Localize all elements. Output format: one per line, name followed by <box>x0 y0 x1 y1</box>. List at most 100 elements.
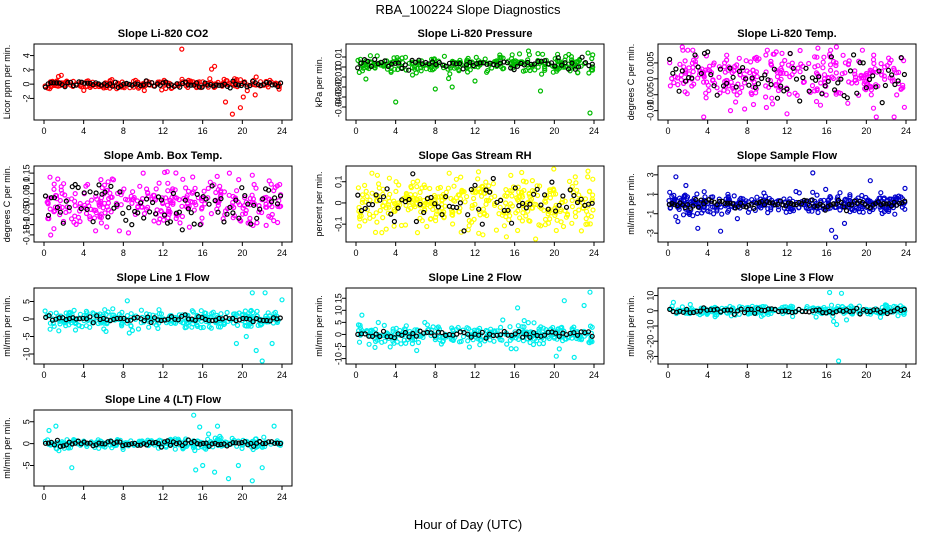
reference-point <box>812 77 819 83</box>
data-point <box>706 87 712 94</box>
data-point <box>546 335 552 342</box>
data-point <box>391 208 397 214</box>
reference-point <box>521 62 527 68</box>
data-point <box>768 58 774 65</box>
reference-point <box>421 209 427 216</box>
data-point <box>394 339 400 345</box>
y-tick-label: -3 <box>645 229 655 237</box>
reference-point <box>242 439 248 445</box>
reference-point <box>711 83 717 89</box>
reference-point <box>777 198 784 204</box>
data-point <box>507 188 513 194</box>
reference-point <box>680 309 686 315</box>
data-point <box>89 440 95 446</box>
x-tick-label: 24 <box>277 370 287 380</box>
reference-point <box>46 313 52 319</box>
data-point <box>503 234 509 240</box>
y-tick-label: -10 <box>333 352 343 365</box>
data-point <box>386 198 393 204</box>
y-tick-label: 0.15 <box>21 164 31 182</box>
reference-point <box>151 315 158 321</box>
data-point <box>779 61 785 67</box>
reference-point <box>530 330 537 336</box>
reference-point <box>454 204 460 211</box>
reference-point <box>666 56 673 63</box>
data-point <box>504 205 510 211</box>
reference-point <box>417 201 423 207</box>
reference-point <box>185 82 191 88</box>
data-point <box>124 197 131 203</box>
x-tick-label: 0 <box>353 248 358 258</box>
reference-point <box>816 74 822 80</box>
x-tick-label: 24 <box>589 248 599 258</box>
data-point <box>539 51 546 57</box>
data-point <box>531 320 537 326</box>
outlier-point <box>235 462 241 469</box>
reference-point <box>870 73 876 79</box>
reference-point <box>825 78 831 84</box>
data-point <box>408 205 414 211</box>
reference-point <box>514 63 521 69</box>
reference-point <box>230 78 236 84</box>
data-point <box>455 324 461 331</box>
data-point <box>369 190 375 196</box>
data-point <box>710 194 716 200</box>
data-point <box>464 194 470 200</box>
data-point <box>514 59 520 65</box>
y-tick-label: -5 <box>21 461 31 469</box>
data-point <box>372 344 378 350</box>
reference-point <box>833 201 839 207</box>
reference-point <box>767 200 773 206</box>
data-point <box>492 193 498 199</box>
data-point <box>477 342 483 348</box>
series-colored <box>667 44 908 120</box>
data-point <box>388 69 394 75</box>
outlier-point <box>514 227 521 234</box>
series-black <box>666 196 908 214</box>
outlier-point <box>561 298 567 304</box>
series-black <box>667 305 907 317</box>
data-point <box>268 214 274 220</box>
data-point <box>723 57 730 63</box>
data-point <box>806 60 812 67</box>
data-point <box>418 209 424 215</box>
y-tick-label: 0 <box>333 200 343 205</box>
data-point <box>222 212 228 218</box>
panel-title: Slope Amb. Box Temp. <box>104 150 223 162</box>
reference-point <box>369 333 376 339</box>
reference-point <box>835 80 841 86</box>
reference-point <box>498 332 504 338</box>
data-point <box>214 173 220 179</box>
data-point <box>402 222 409 228</box>
data-point <box>568 57 575 63</box>
reference-point <box>147 439 153 445</box>
reference-point <box>740 203 747 209</box>
data-point <box>676 195 683 201</box>
data-point <box>239 445 245 451</box>
reference-point <box>267 318 273 324</box>
reference-point <box>164 438 171 444</box>
reference-point <box>892 81 898 88</box>
outlier-point <box>249 172 255 178</box>
reference-point <box>114 202 120 208</box>
data-point <box>428 216 434 222</box>
reference-point <box>42 193 49 199</box>
data-point <box>870 105 877 111</box>
reference-point <box>76 79 82 85</box>
outlier-point <box>212 469 218 475</box>
data-point <box>355 57 361 64</box>
data-point <box>165 215 171 221</box>
data-point <box>476 186 482 192</box>
outlier-point <box>237 105 243 111</box>
data-point <box>878 60 884 67</box>
data-point <box>189 324 195 330</box>
reference-point <box>857 59 863 66</box>
data-point <box>806 208 812 214</box>
reference-point <box>556 333 562 339</box>
data-point <box>823 92 829 98</box>
series-black <box>42 437 284 450</box>
data-point <box>87 216 93 222</box>
data-point <box>230 81 236 88</box>
reference-point <box>167 219 173 225</box>
reference-point <box>87 189 93 195</box>
